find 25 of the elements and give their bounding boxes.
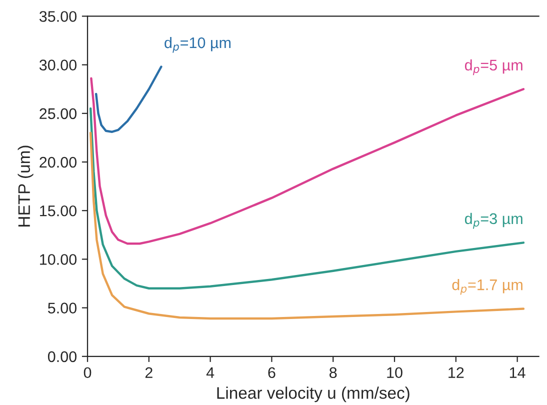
line-series — [95, 66, 162, 133]
x-tick-label: 10 — [387, 367, 402, 378]
x-axis-title: Linear velocity u (mm/sec) — [217, 386, 410, 402]
y-tick-label: 20.00 — [40, 156, 77, 168]
line-series — [89, 132, 525, 320]
y-tick-label: 15.00 — [40, 205, 77, 216]
series-label: d$_{p}$=5 µm — [464, 59, 522, 76]
y-axis-title: HETP (um) — [18, 146, 34, 226]
y-tick-label: 10.00 — [40, 254, 77, 265]
line-series — [90, 77, 525, 245]
x-tick-label: 8 — [330, 367, 337, 378]
series-label: d$_{p}$=1.7 µm — [452, 278, 522, 295]
x-tick-label: 12 — [448, 367, 464, 378]
x-tick-label: 0 — [84, 367, 92, 378]
x-tick-label: 4 — [206, 367, 214, 378]
y-tick-label: 0.00 — [48, 351, 77, 362]
y-tick-label: 5.00 — [48, 302, 77, 314]
series-label: d$_{p}$=10 µm — [164, 36, 231, 53]
x-tick-label: 14 — [510, 367, 526, 378]
x-tick-label: 2 — [145, 367, 152, 378]
series-label: d$_{p}$=3 µm — [464, 212, 522, 229]
y-tick-label: 35.00 — [39, 11, 77, 22]
y-tick-label: 25.00 — [40, 108, 77, 120]
x-tick-label: 6 — [268, 367, 276, 378]
y-tick-label: 30.00 — [39, 60, 77, 70]
